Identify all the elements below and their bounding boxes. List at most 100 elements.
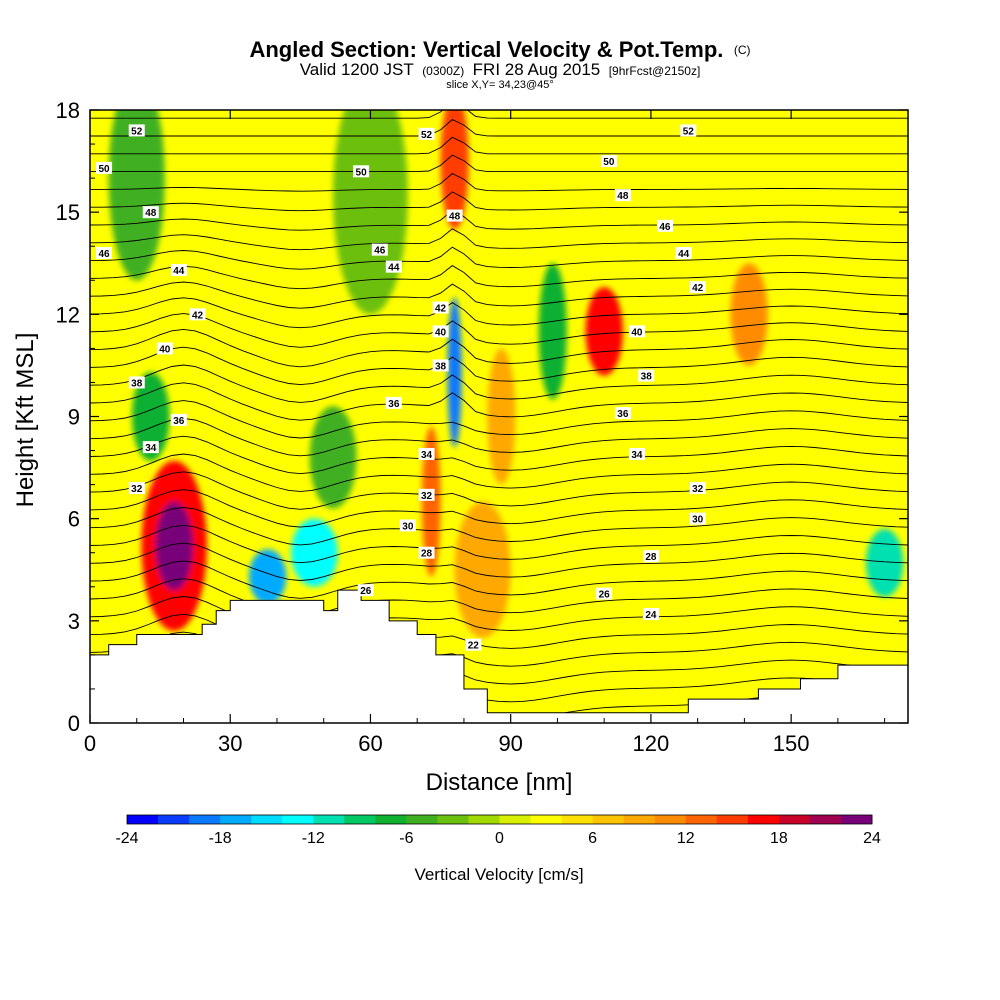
isotherm-label-text: 46 bbox=[98, 249, 110, 260]
isotherm-label: 34 bbox=[142, 441, 159, 454]
isotherm-label-bg bbox=[689, 281, 706, 294]
y-tick-label: 18 bbox=[56, 98, 80, 123]
isotherm-label: 38 bbox=[638, 369, 655, 383]
isotherm-label-text: 42 bbox=[692, 283, 704, 294]
isotherm-line bbox=[90, 172, 908, 192]
colorbar-swatch bbox=[561, 815, 594, 824]
x-tick-label: 30 bbox=[218, 731, 242, 756]
chart-subtitle: Valid 1200 JST (0300Z) FRI 28 Aug 2015 [… bbox=[300, 60, 701, 79]
isotherm-label-text: 40 bbox=[159, 344, 171, 355]
colorbar-swatch bbox=[716, 815, 749, 824]
isotherm-label-text: 48 bbox=[145, 208, 157, 219]
isotherm-label: 36 bbox=[614, 407, 631, 420]
x-axis-title: Distance [nm] bbox=[426, 769, 573, 796]
isotherm-label-text: 40 bbox=[435, 327, 447, 338]
isotherm-line bbox=[90, 154, 908, 173]
isotherm-label-bg bbox=[596, 587, 613, 600]
isotherm-label-text: 36 bbox=[173, 416, 185, 427]
isotherm-line bbox=[90, 507, 908, 546]
isotherm-label: 52 bbox=[128, 124, 145, 137]
isotherm-label-bg bbox=[357, 584, 374, 597]
y-axis-title: Height [Kft MSL] bbox=[12, 333, 39, 508]
isotherm-label-bg bbox=[432, 325, 449, 338]
colorbar-swatch bbox=[437, 815, 469, 824]
isotherm-label-text: 46 bbox=[659, 222, 671, 233]
isotherm-label-text: 34 bbox=[145, 443, 157, 454]
isotherm-label: 44 bbox=[385, 260, 402, 274]
velocity-cell bbox=[290, 518, 338, 587]
isotherm-label: 38 bbox=[432, 359, 449, 372]
colorbar-title: Vertical Velocity [cm/s] bbox=[414, 865, 583, 884]
isotherm-label-bg bbox=[680, 124, 697, 137]
isotherm-label-bg bbox=[156, 342, 173, 355]
colorbar-swatch bbox=[220, 815, 252, 824]
isotherm-label-bg bbox=[614, 407, 631, 420]
isotherm-label-text: 36 bbox=[617, 409, 629, 420]
isotherm-line bbox=[90, 228, 908, 251]
velocity-cell bbox=[421, 426, 441, 577]
y-tick-label: 12 bbox=[56, 302, 80, 327]
isotherm-label-text: 32 bbox=[692, 484, 704, 495]
colorbar-swatch bbox=[623, 815, 656, 824]
velocity-cell bbox=[108, 110, 165, 281]
isotherm-label-text: 42 bbox=[192, 310, 204, 321]
isotherm-line bbox=[90, 110, 908, 119]
isotherm-line bbox=[90, 435, 908, 475]
isotherm-label: 26 bbox=[596, 587, 613, 601]
colorbar-swatch bbox=[592, 815, 625, 824]
isotherm-label: 50 bbox=[353, 165, 370, 178]
isotherm-label-bg bbox=[432, 359, 449, 372]
colorbar-swatch bbox=[654, 815, 687, 824]
isotherm-label-text: 50 bbox=[603, 157, 615, 168]
colorbar-frame bbox=[126, 814, 873, 825]
velocity-cell bbox=[538, 263, 567, 400]
isotherm-label: 32 bbox=[128, 482, 145, 495]
isotherm-label-text: 32 bbox=[131, 484, 143, 495]
isotherm-label-bg bbox=[418, 488, 435, 501]
colorbar-swatch bbox=[809, 815, 842, 824]
isotherm-label-text: 44 bbox=[678, 249, 690, 260]
velocity-cell bbox=[454, 501, 511, 638]
isotherm-label: 36 bbox=[385, 396, 402, 410]
isotherm-label-bg bbox=[189, 308, 206, 321]
velocity-cell bbox=[865, 528, 904, 597]
isotherm-label: 40 bbox=[156, 342, 173, 355]
isotherm-label-bg bbox=[385, 260, 402, 273]
colorbar-swatch bbox=[251, 815, 283, 824]
isotherm-label-bg bbox=[418, 127, 435, 140]
isotherm-label-text: 50 bbox=[98, 164, 110, 175]
isotherm-label: 28 bbox=[642, 550, 659, 563]
y-tick-label: 0 bbox=[68, 711, 80, 736]
isotherm-label-text: 46 bbox=[374, 246, 386, 257]
isotherm-label: 50 bbox=[600, 155, 617, 168]
isotherm-label: 48 bbox=[142, 206, 159, 219]
velocity-cell bbox=[155, 501, 193, 591]
isotherm-label: 24 bbox=[642, 608, 659, 621]
isotherm-label-text: 44 bbox=[173, 266, 185, 277]
isotherm-line bbox=[90, 578, 908, 617]
isotherm-line bbox=[90, 136, 908, 155]
isotherm-label: 48 bbox=[614, 189, 631, 202]
isotherm-label-text: 32 bbox=[421, 491, 433, 502]
isotherm-label-bg bbox=[628, 325, 645, 338]
isotherm-label-bg bbox=[170, 413, 187, 426]
isotherm-label-bg bbox=[418, 447, 435, 460]
isotherm-line bbox=[90, 417, 908, 457]
isotherm-label-bg bbox=[418, 546, 435, 559]
isotherm-label-text: 34 bbox=[631, 450, 643, 461]
isotherm-label-text: 30 bbox=[692, 515, 704, 526]
isotherm-label-text: 26 bbox=[360, 586, 372, 597]
isotherm-label: 46 bbox=[96, 247, 113, 260]
isotherm-label-text: 48 bbox=[449, 212, 461, 223]
velocity-cell bbox=[447, 297, 462, 448]
isotherm-label-text: 50 bbox=[356, 167, 368, 178]
colorbar-tick-label: -24 bbox=[115, 830, 138, 847]
isotherm-label: 22 bbox=[465, 638, 482, 652]
isotherm-label: 48 bbox=[446, 209, 463, 223]
isotherm-label-bg bbox=[128, 124, 145, 137]
velocity-cell bbox=[132, 372, 170, 461]
velocity-cell bbox=[309, 406, 357, 509]
isotherm-line bbox=[90, 346, 908, 386]
velocity-cell bbox=[440, 110, 469, 230]
isotherm-label-text: 34 bbox=[421, 450, 433, 461]
